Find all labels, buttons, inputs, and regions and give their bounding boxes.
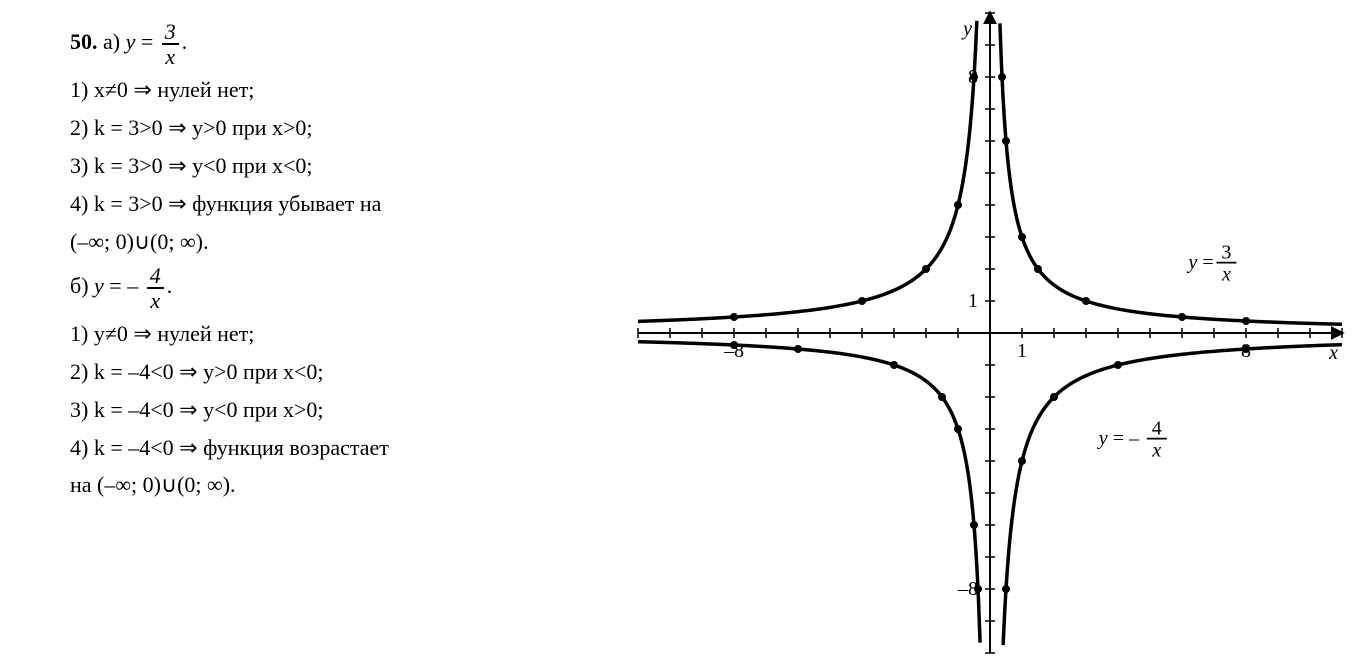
part-a-label: а) [103, 29, 120, 54]
svg-text:1: 1 [968, 290, 978, 312]
part-b-frac-den: x [147, 287, 164, 312]
part-a-lhs: y [126, 29, 136, 54]
part-b-lhs: y [94, 273, 104, 298]
hyperbola-chart: –81881–8xyy =3xy = –4x [620, 0, 1371, 666]
part-b-item-2: 2) k = –4<0 ⇒ y>0 при x<0; [70, 356, 610, 388]
svg-text:1: 1 [1017, 340, 1027, 362]
part-a-frac-den: x [162, 43, 179, 68]
part-a-item-1: 1) x≠0 ⇒ нулей нет; [70, 74, 610, 106]
part-b-label: б) [70, 273, 89, 298]
problem-text: 50. а) y = 3 x . 1) x≠0 ⇒ нулей нет; 2) … [0, 0, 620, 666]
part-b-period: . [167, 273, 173, 298]
chart-svg: –81881–8xyy =3xy = –4x [620, 0, 1360, 666]
part-b-fraction: 4 x [147, 264, 164, 312]
part-b-heading: б) y = – 4 x . [70, 264, 610, 312]
part-a-item-2: 2) k = 3>0 ⇒ y>0 при x>0; [70, 112, 610, 144]
svg-text:y: y [1186, 252, 1197, 274]
part-b-item-3: 3) k = –4<0 ⇒ y<0 при x>0; [70, 394, 610, 426]
problem-number: 50. [70, 29, 98, 54]
part-a-frac-num: 3 [162, 20, 179, 43]
part-a-period: . [182, 29, 188, 54]
part-a-heading: 50. а) y = 3 x . [70, 20, 610, 68]
svg-text:x: x [1151, 440, 1161, 462]
part-b-item-1: 1) y≠0 ⇒ нулей нет; [70, 318, 610, 350]
svg-text:4: 4 [1152, 418, 1162, 440]
part-a-fraction: 3 x [162, 20, 179, 68]
part-b-frac-num: 4 [147, 264, 164, 287]
svg-text:3: 3 [1221, 242, 1231, 264]
part-a-item-4a: 4) k = 3>0 ⇒ функция убывает на [70, 188, 610, 220]
part-b-eq: = – [109, 273, 138, 298]
part-a-item-4b: (–∞; 0)∪(0; ∞). [70, 226, 610, 258]
svg-text:= –: = – [1113, 428, 1140, 450]
svg-text:y: y [1097, 428, 1108, 450]
part-a-item-3: 3) k = 3>0 ⇒ y<0 при x<0; [70, 150, 610, 182]
part-b-item-4b: на (–∞; 0)∪(0; ∞). [70, 469, 610, 501]
svg-text:y: y [961, 18, 972, 40]
svg-text:=: = [1202, 252, 1213, 274]
svg-text:x: x [1221, 264, 1231, 286]
part-b-item-4a: 4) k = –4<0 ⇒ функция возрастает [70, 432, 610, 464]
part-a-eq: = [141, 29, 153, 54]
